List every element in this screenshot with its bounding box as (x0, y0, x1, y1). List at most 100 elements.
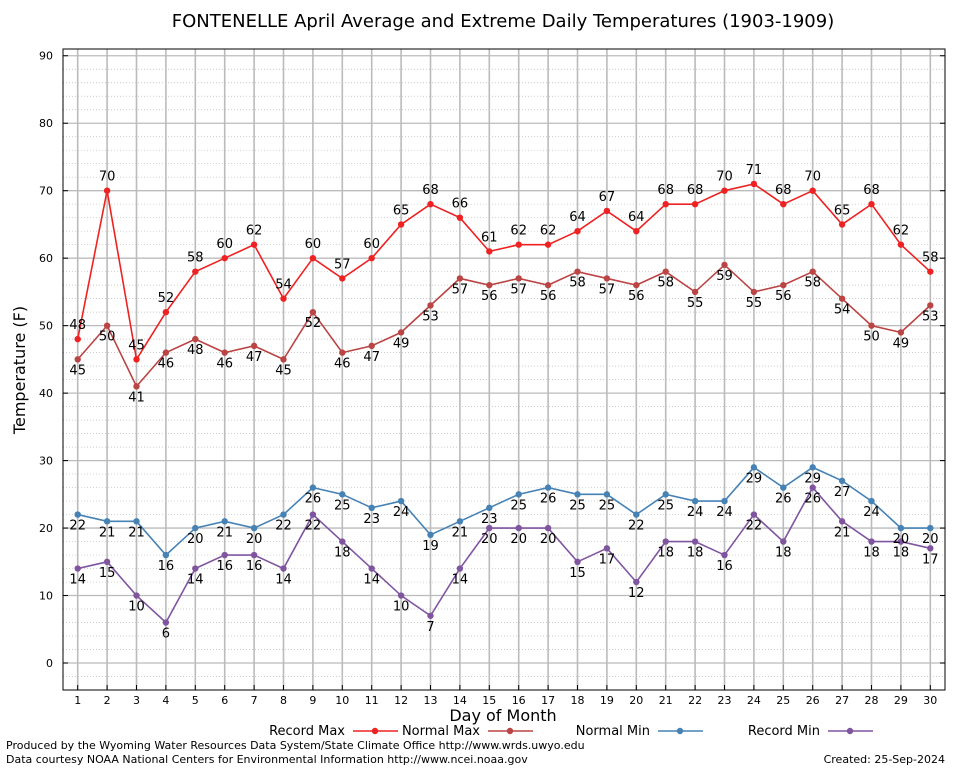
record-max-point (515, 241, 522, 248)
normal-max-point (103, 322, 111, 329)
record-min-data-label: 20 (510, 532, 527, 547)
normal-min-data-label: 21 (216, 525, 233, 540)
x-tick-label: 26 (806, 694, 820, 707)
normal-min-data-label: 20 (893, 532, 910, 547)
normal-min-point (897, 524, 905, 532)
y-tick-label: 20 (39, 522, 53, 535)
record-max-point (250, 241, 258, 248)
normal-min-data-label: 23 (481, 512, 498, 527)
normal-max-point (662, 268, 669, 275)
normal-min-data-label: 29 (804, 471, 821, 486)
normal-min-data-label: 26 (305, 492, 322, 507)
record-min-data-label: 10 (393, 600, 410, 615)
record-min-data-label: 14 (187, 573, 204, 588)
record-min-data-label: 6 (162, 627, 170, 642)
x-tick-label: 29 (894, 694, 908, 707)
normal-min-data-label: 16 (158, 559, 175, 574)
record-max-data-label: 65 (393, 203, 410, 218)
record-min-data-label: 16 (246, 559, 263, 574)
x-axis-label: Day of Month (449, 706, 556, 725)
normal-max-point (456, 275, 464, 282)
normal-max-data-label: 47 (246, 350, 263, 365)
record-max-data-label: 71 (746, 163, 763, 178)
normal-min-point (280, 511, 287, 518)
normal-max-data-label: 55 (746, 296, 763, 311)
record-max-data-label: 65 (834, 203, 851, 218)
plot-frame (62, 48, 946, 691)
normal-min-point (515, 491, 522, 498)
record-max-data-label: 57 (334, 257, 351, 272)
normal-min-point (633, 511, 640, 518)
normal-max-point (368, 342, 375, 350)
record-max-point (339, 275, 346, 282)
normal-min-point (838, 477, 846, 485)
record-min-data-label: 17 (599, 552, 616, 567)
x-tick-label: 15 (482, 694, 496, 707)
record-max-point (162, 308, 170, 316)
record-min-point (780, 538, 787, 545)
normal-min-data-label: 21 (128, 525, 145, 540)
x-tick-label: 20 (629, 694, 643, 707)
normal-max-data-label: 47 (363, 350, 380, 365)
record-max-point (633, 227, 640, 235)
normal-min-data-label: 26 (540, 492, 557, 507)
record-min-point (339, 538, 346, 545)
record-max-data-label: 68 (657, 183, 674, 198)
legend-label-record-max: Record Max (269, 724, 345, 739)
series-group (74, 180, 934, 626)
legend-label-normal-max: Normal Max (402, 724, 480, 739)
normal-min-data-label: 25 (334, 498, 351, 513)
x-tick-label: 17 (541, 694, 555, 707)
normal-max-point (250, 342, 258, 350)
normal-max-data-label: 53 (922, 309, 939, 324)
record-min-data-label: 26 (804, 492, 821, 507)
record-min-point (192, 565, 199, 572)
normal-min-data-label: 25 (510, 498, 527, 513)
record-max-data-label: 52 (158, 291, 175, 306)
normal-min-point (192, 524, 199, 532)
x-tick-label: 23 (718, 694, 732, 707)
record-min-data-label: 10 (128, 600, 145, 615)
y-tick-label: 0 (46, 657, 53, 670)
normal-min-data-label: 22 (69, 519, 86, 534)
x-tick-label: 7 (251, 694, 258, 707)
record-min-data-label: 15 (569, 566, 586, 581)
x-tick-label: 4 (162, 694, 169, 707)
record-min-point (662, 538, 669, 545)
normal-min-point (603, 491, 611, 498)
record-max-point (280, 295, 287, 302)
normal-min-point (103, 518, 111, 525)
record-min-point (250, 551, 258, 559)
record-max-point (897, 241, 905, 248)
normal-max-data-label: 49 (393, 336, 410, 351)
normal-min-point (780, 484, 787, 491)
normal-max-data-label: 50 (99, 330, 116, 345)
record-max-point (486, 248, 493, 255)
record-max-data-label: 68 (687, 183, 704, 198)
normal-min-data-label: 20 (922, 532, 939, 547)
record-max-data-label: 64 (569, 210, 586, 225)
record-min-data-label: 14 (275, 573, 292, 588)
record-max-data-label: 48 (69, 318, 86, 333)
normal-max-data-label: 55 (687, 296, 704, 311)
normal-min-data-label: 26 (775, 492, 792, 507)
record-min-data-label: 16 (716, 559, 733, 574)
normal-min-data-label: 29 (746, 471, 763, 486)
record-max-data-label: 70 (804, 170, 821, 185)
record-min-data-label: 18 (657, 546, 674, 561)
footer-credit: Produced by the Wyoming Water Resources … (6, 739, 585, 752)
record-max-point (927, 268, 934, 275)
record-min-point (574, 558, 581, 565)
record-max-data-label: 62 (510, 224, 527, 239)
y-tick-label: 30 (39, 455, 53, 468)
record-max-point (838, 221, 846, 228)
normal-min-point (397, 497, 405, 505)
normal-max-data-label: 45 (275, 363, 292, 378)
x-tick-label: 9 (309, 694, 316, 707)
normal-max-point (280, 356, 287, 363)
normal-max-data-label: 48 (187, 343, 204, 358)
normal-min-point (486, 504, 493, 512)
x-tick-label: 28 (865, 694, 879, 707)
record-max-point (544, 241, 552, 248)
normal-max-data-label: 58 (804, 276, 821, 291)
